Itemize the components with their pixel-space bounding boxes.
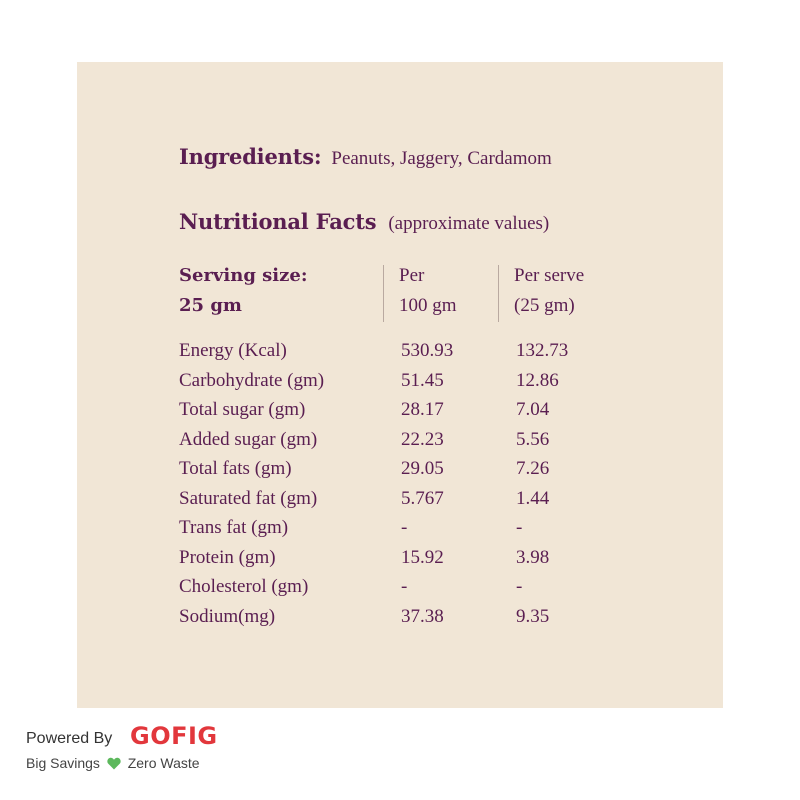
- nutrient-name: Sodium(mg): [179, 605, 276, 627]
- per-serve-value: -: [516, 517, 523, 538]
- ingredients-line: Ingredients: Peanuts, Jaggery, Cardamom: [179, 144, 552, 170]
- serving-size-value: 25 gm: [179, 295, 242, 316]
- nutrient-name: Total sugar (gm): [179, 399, 306, 420]
- nutrient-name: Cholesterol (gm): [179, 576, 309, 597]
- col2-line2: (25 gm): [514, 295, 575, 316]
- per-100-value: 5.767: [401, 487, 444, 509]
- nutrition-card: Ingredients: Peanuts, Jaggery, Cardamom …: [77, 62, 723, 708]
- tagline-left: Big Savings: [26, 755, 100, 771]
- tagline-right: Zero Waste: [127, 755, 200, 771]
- per-100-value: 28.17: [401, 399, 444, 420]
- column-divider: [383, 265, 384, 322]
- column-divider: [498, 265, 499, 322]
- col2-line1: Per serve: [514, 265, 585, 286]
- nutrient-name: Protein (gm): [179, 546, 276, 568]
- nutrient-name: Saturated fat (gm): [179, 487, 318, 509]
- col1-line1: Per: [399, 265, 425, 286]
- per-serve-value: 7.04: [516, 399, 550, 420]
- serving-size: Serving size: 25 gm: [179, 261, 389, 321]
- facts-title: Nutritional Facts: [179, 209, 377, 234]
- tagline: Big Savings Zero Waste: [26, 755, 200, 773]
- green-heart-icon: [107, 757, 121, 773]
- facts-subtitle: (approximate values): [388, 213, 550, 234]
- per-100-value: 530.93: [401, 340, 454, 361]
- serving-size-label: Serving size:: [179, 265, 308, 286]
- per-serve-value: 1.44: [516, 487, 550, 509]
- per-serve-value: 12.86: [516, 369, 559, 391]
- powered-by-footer: Powered By GOFIG Big Savings Zero Waste: [26, 722, 246, 782]
- ingredients-text: Peanuts, Jaggery, Cardamom: [331, 148, 552, 169]
- per-serve-value: -: [516, 576, 523, 597]
- per-100-value: 22.23: [401, 428, 444, 450]
- nutrient-name: Total fats (gm): [179, 458, 292, 479]
- col1-line2: 100 gm: [399, 295, 457, 316]
- column-header-per-100: Per 100 gm: [399, 261, 457, 321]
- per-serve-value: 9.35: [516, 605, 550, 627]
- nutrient-name: Trans fat (gm): [179, 517, 289, 538]
- per-100-value: 15.92: [401, 546, 444, 568]
- nutrient-name: Added sugar (gm): [179, 428, 318, 450]
- per-100-value: -: [401, 576, 408, 597]
- ingredients-label: Ingredients:: [179, 144, 322, 169]
- per-serve-value: 5.56: [516, 428, 550, 450]
- per-100-value: 51.45: [401, 369, 444, 391]
- column-header-per-serve: Per serve (25 gm): [514, 261, 584, 321]
- per-serve-value: 132.73: [516, 340, 569, 361]
- gofig-logo: GOFIG: [130, 722, 218, 750]
- per-100-value: 29.05: [401, 458, 444, 479]
- per-100-value: 37.38: [401, 605, 444, 627]
- per-100-value: -: [401, 517, 408, 538]
- nutritional-facts-heading: Nutritional Facts (approximate values): [179, 209, 549, 235]
- per-serve-value: 7.26: [516, 458, 550, 479]
- nutrient-name: Carbohydrate (gm): [179, 369, 325, 391]
- per-serve-value: 3.98: [516, 546, 550, 568]
- nutrient-name: Energy (Kcal): [179, 340, 287, 361]
- powered-by-text: Powered By: [26, 730, 113, 747]
